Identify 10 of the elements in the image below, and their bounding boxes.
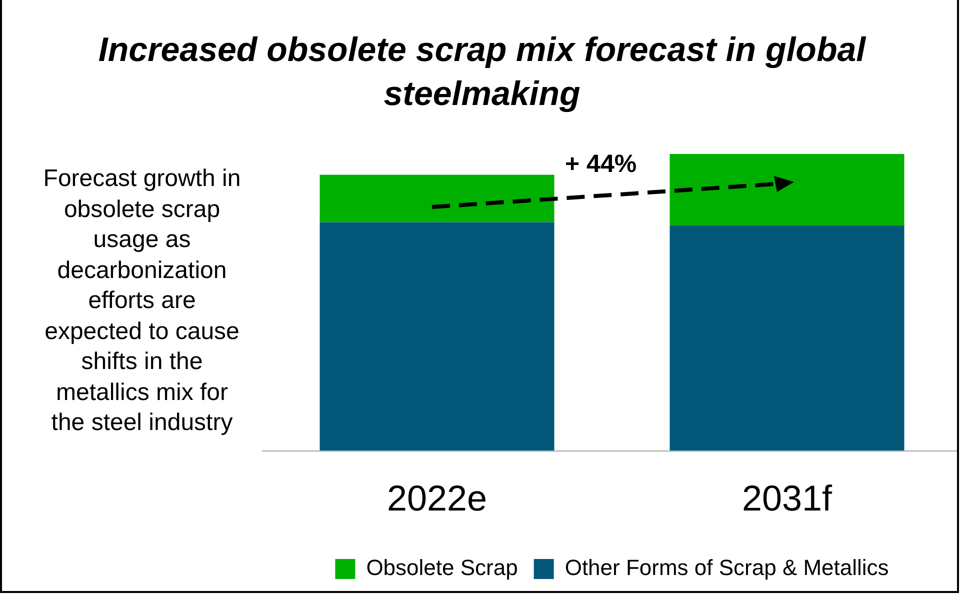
bar [670,225,904,451]
chart-title: Increased obsolete scrap mix forecast in global steelmaking [97,30,868,115]
legend-label: Obsolete Scrap [366,555,518,580]
x-tick-label: 2022e [386,477,488,518]
annotation: + 44% [565,150,637,179]
text: Forecast growth in obsolete scrap usage as decarbonization efforts are expected to cause shifts in the metallics mix for the steel industry [43,165,241,436]
bar [670,154,904,226]
legend-label: Other Forms of Scrap & Metallics [564,555,889,580]
x-tick-label: 2031f [742,477,834,518]
bar [320,222,554,451]
